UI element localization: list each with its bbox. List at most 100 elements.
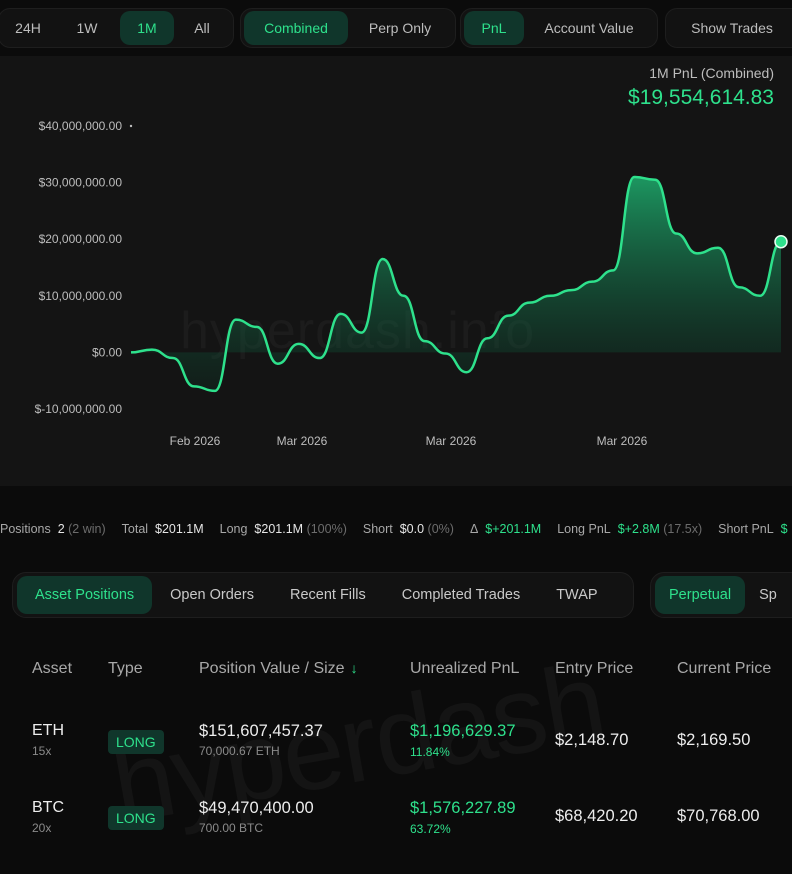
position-value: $151,607,457.37: [199, 722, 323, 740]
asset-name[interactable]: BTC: [32, 799, 64, 816]
tab-recent-fills[interactable]: Recent Fills: [289, 587, 366, 603]
asset-cell: BTC 20x: [32, 799, 64, 835]
pnl-chart[interactable]: $40,000,000.00 $30,000,000.00 $20,000,000.…: [0, 56, 792, 486]
table-row[interactable]: ETH 15x LONG $151,607,457.37 70,000.67 E…: [0, 718, 792, 796]
short-pnl-value: $: [780, 522, 788, 536]
timeframe-all-button[interactable]: All: [194, 20, 210, 36]
short-pnl-label: Short PnL: [718, 522, 774, 536]
short-stat: Short $0.0 (0%): [363, 522, 454, 536]
long-pnl-label: Long PnL: [557, 522, 611, 536]
header-position-value[interactable]: Position Value / Size ↓: [199, 660, 358, 678]
header-position-value-label: Position Value / Size: [199, 660, 345, 677]
header-unrealized-pnl[interactable]: Unrealized PnL: [410, 660, 520, 677]
x-tick-label: Feb 2026: [170, 434, 221, 448]
total-stat: Total $201.1M: [122, 522, 204, 536]
long-label: Long: [219, 522, 248, 536]
y-tick-label: $-10,000,000.00: [35, 402, 123, 416]
y-tick-label: $20,000,000.00: [39, 232, 123, 246]
pnl-last-point[interactable]: [774, 234, 788, 249]
current-price: $70,768.00: [677, 807, 760, 825]
scope-perp-only-button[interactable]: Perp Only: [368, 20, 432, 36]
market-tabs: Perpetual Sp: [650, 572, 792, 618]
position-value: $49,470,400.00: [199, 799, 314, 817]
unrealized-pnl-pct: 63.72%: [410, 822, 451, 836]
long-pct: (100%): [306, 522, 347, 536]
axis-marker-dot: [129, 124, 133, 128]
pnl-line: [130, 175, 782, 393]
current-price: $2,169.50: [677, 731, 751, 749]
tab-twap[interactable]: TWAP: [556, 587, 598, 603]
entry-price: $68,420.20: [555, 807, 638, 825]
positions-tabs: Asset Positions Open Orders Recent Fills…: [12, 572, 634, 618]
short-pnl-stat: Short PnL $: [718, 522, 788, 536]
tab-open-orders[interactable]: Open Orders: [170, 587, 254, 603]
delta-symbol: Δ: [469, 522, 479, 536]
scope-combined-button[interactable]: Combined: [244, 11, 348, 45]
x-tick-label: Mar 2026: [597, 434, 648, 448]
x-tick-label: Mar 2026: [277, 434, 328, 448]
metric-account-value-button[interactable]: Account Value: [544, 20, 634, 36]
summary-label: 1M PnL (Combined): [649, 65, 774, 81]
table-row[interactable]: BTC 20x LONG $49,470,400.00 700.00 BTC $…: [0, 796, 792, 874]
short-pct: (0%): [427, 522, 454, 536]
header-asset[interactable]: Asset: [32, 660, 73, 677]
delta-value: $+201.1M: [485, 522, 542, 536]
tab-perpetual[interactable]: Perpetual: [655, 576, 746, 614]
pnl-area: [131, 176, 781, 391]
tab-completed-trades[interactable]: Completed Trades: [401, 587, 521, 603]
unrealized-pnl: $1,196,629.37: [410, 722, 516, 740]
type-badge: LONG: [108, 730, 164, 754]
asset-name[interactable]: ETH: [32, 722, 64, 739]
positions-table: Asset Type Position Value / Size ↓ Unreal…: [0, 640, 792, 867]
header-entry-price[interactable]: Entry Price: [555, 660, 634, 677]
timeframe-1m-button[interactable]: 1M: [120, 11, 174, 45]
unrealized-pnl-cell: $1,576,227.89 63.72%: [410, 799, 516, 836]
total-value: $201.1M: [155, 522, 204, 536]
short-value: $0.0: [399, 522, 425, 536]
short-label: Short: [362, 522, 393, 536]
metric-selector: PnL Account Value: [460, 8, 658, 48]
positions-count: 2: [57, 522, 65, 536]
position-value-cell: $49,470,400.00 700.00 BTC: [199, 799, 314, 835]
long-pnl-value: $+2.8M: [617, 522, 660, 536]
long-value: $201.1M: [254, 522, 304, 536]
tab-asset-positions[interactable]: Asset Positions: [17, 576, 153, 614]
pnl-chart-panel: hyperdash.info $40,000,000.00 $30,000,000…: [0, 56, 792, 486]
positions-stats-bar: Positions 2 (2 win) Total $201.1M Long $…: [0, 512, 792, 546]
scope-selector: Combined Perp Only: [240, 8, 456, 48]
unrealized-pnl-pct: 11.84%: [410, 745, 450, 759]
asset-leverage: 15x: [32, 744, 52, 758]
show-trades-button[interactable]: Show Trades: [691, 20, 773, 36]
position-size: 70,000.67 ETH: [199, 744, 280, 758]
y-tick-label: $0.00: [92, 345, 122, 359]
long-stat: Long $201.1M (100%): [220, 522, 347, 536]
timeframe-1w-button[interactable]: 1W: [76, 20, 98, 36]
positions-label: Positions: [0, 522, 51, 536]
unrealized-pnl-cell: $1,196,629.37 11.84%: [410, 722, 516, 759]
tab-spot[interactable]: Sp: [759, 587, 777, 603]
asset-leverage: 20x: [32, 821, 52, 835]
positions-stat: Positions 2 (2 win): [0, 522, 106, 536]
delta-stat: Δ $+201.1M: [470, 522, 541, 536]
y-tick-label: $40,000,000.00: [39, 119, 123, 133]
timeframe-selector: 24H 1W 1M All: [0, 8, 234, 48]
header-current-price[interactable]: Current Price: [677, 660, 772, 677]
entry-price: $2,148.70: [555, 731, 629, 749]
long-pnl-mult: (17.5x): [663, 522, 703, 536]
position-value-cell: $151,607,457.37 70,000.67 ETH: [199, 722, 323, 758]
asset-cell: ETH 15x: [32, 722, 64, 758]
position-size: 700.00 BTC: [199, 821, 264, 835]
header-type[interactable]: Type: [108, 660, 143, 677]
sort-down-arrow-icon: ↓: [350, 660, 358, 676]
type-badge: LONG: [108, 806, 164, 830]
total-label: Total: [121, 522, 149, 536]
y-tick-label: $10,000,000.00: [39, 289, 123, 303]
metric-pnl-button[interactable]: PnL: [464, 11, 524, 45]
timeframe-24h-button[interactable]: 24H: [15, 20, 41, 36]
x-tick-label: Mar 2026: [426, 434, 477, 448]
y-tick-label: $30,000,000.00: [39, 176, 123, 190]
summary-value: $19,554,614.83: [628, 86, 774, 109]
show-trades-toggle[interactable]: Show Trades: [665, 8, 792, 48]
unrealized-pnl: $1,576,227.89: [410, 799, 516, 817]
long-pnl-stat: Long PnL $+2.8M (17.5x): [557, 522, 702, 536]
